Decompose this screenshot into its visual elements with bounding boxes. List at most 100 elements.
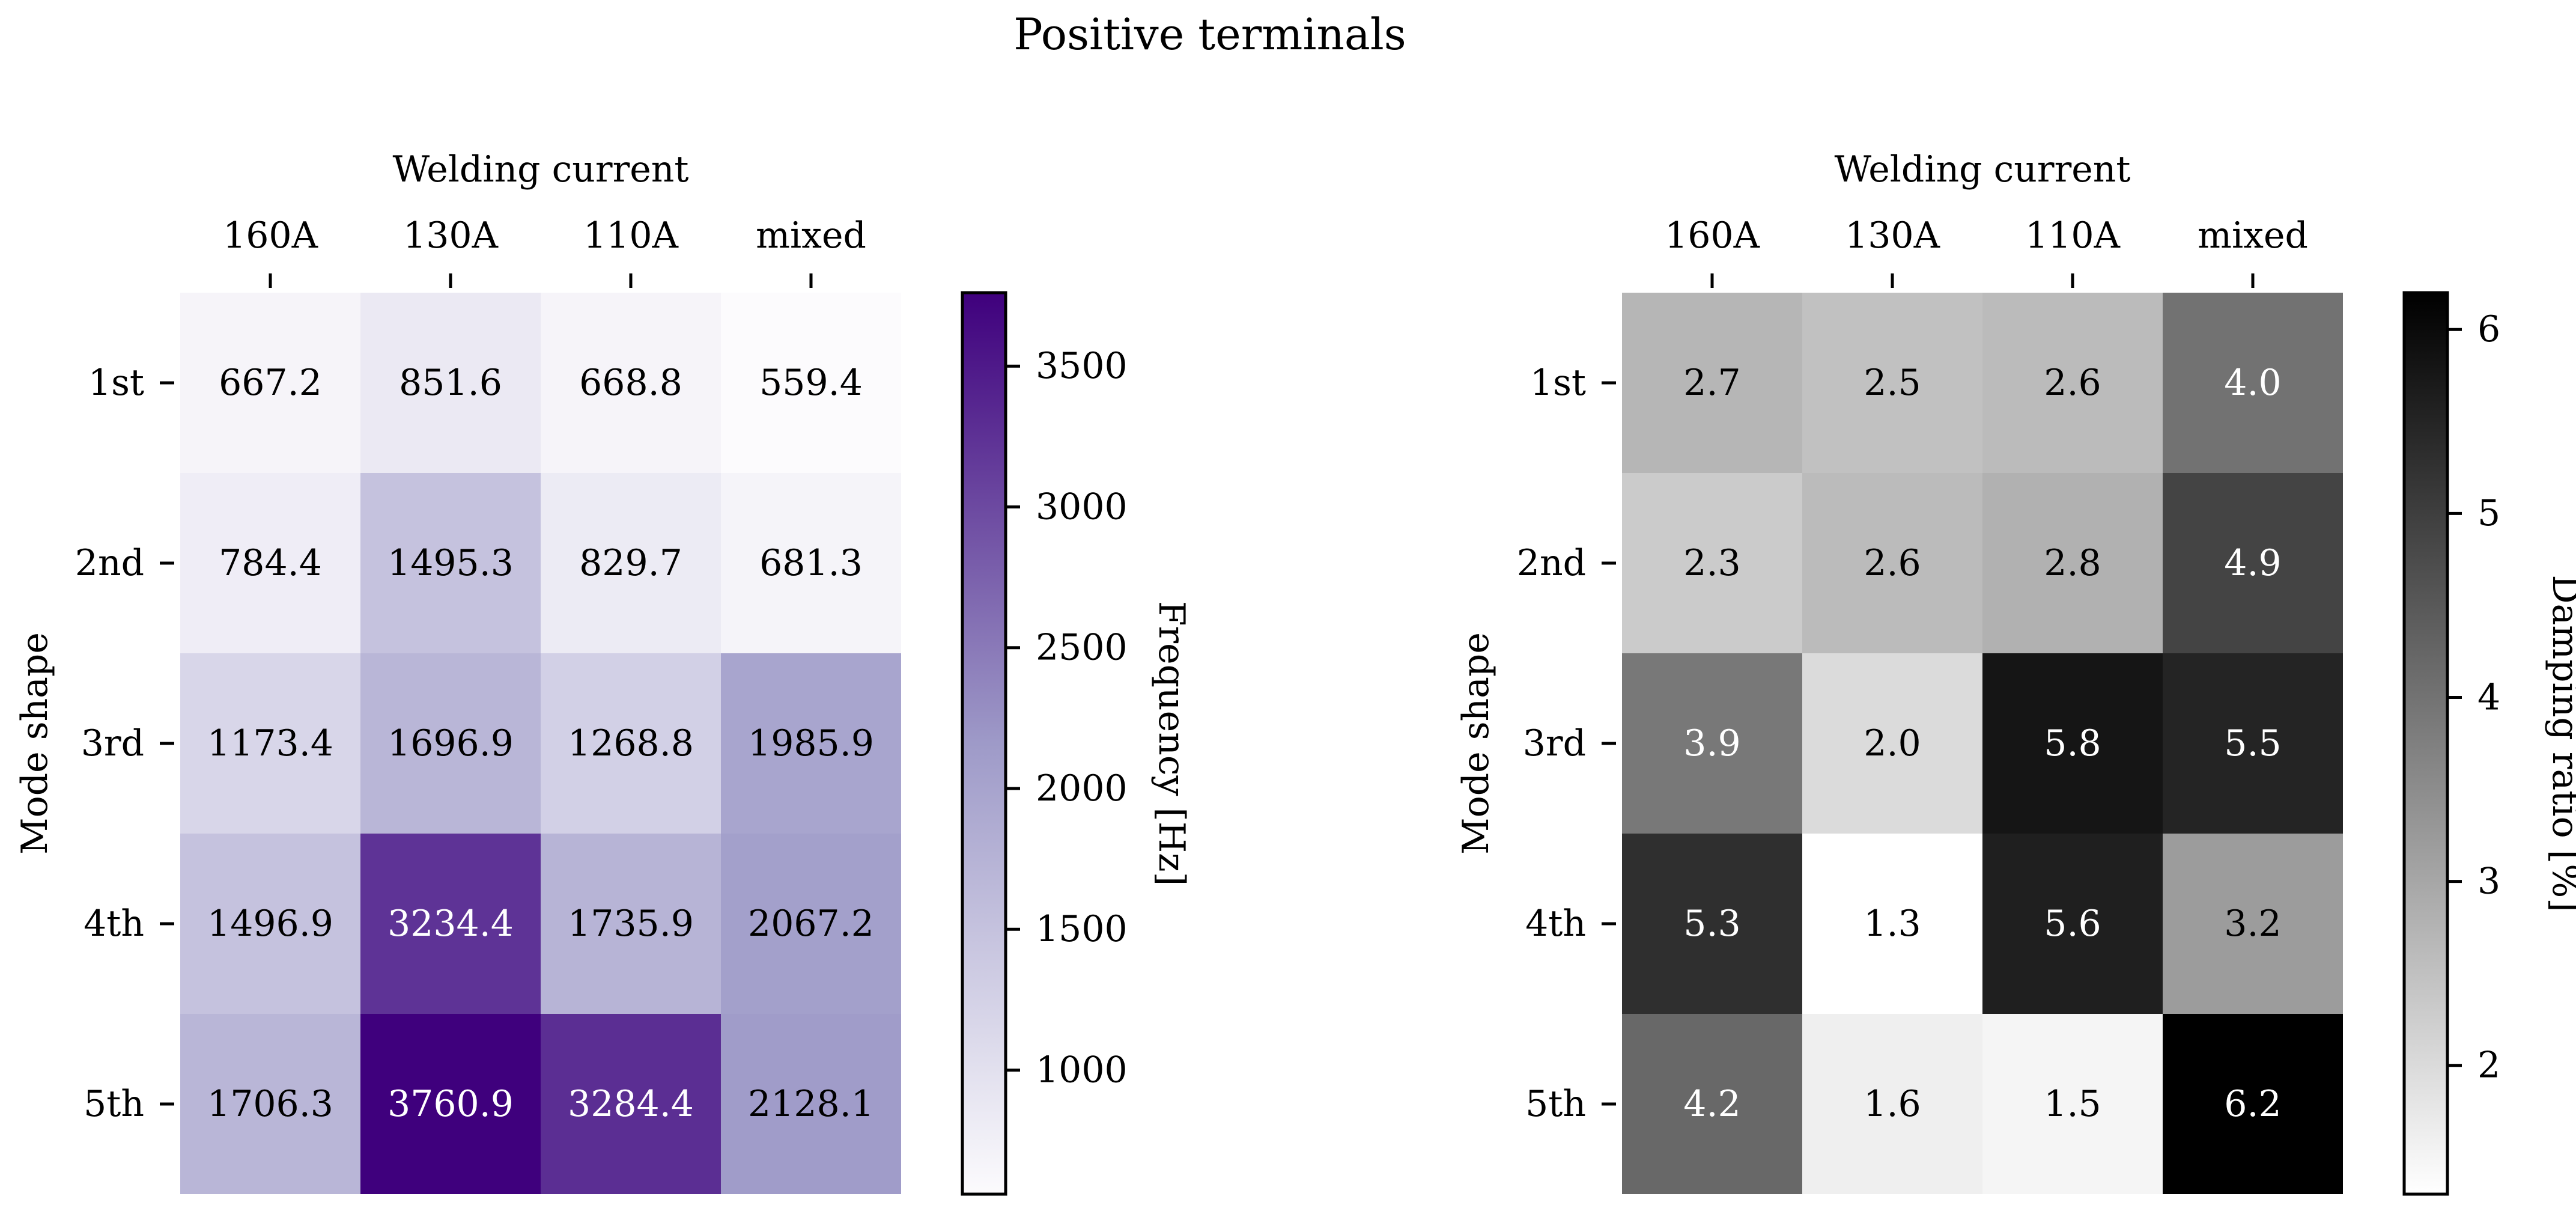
colorbar-tick-label: 5 [2477, 492, 2500, 534]
cell-value-label: 2.8 [2044, 542, 2101, 584]
heatmap-cell [1622, 653, 1802, 834]
cell-value-label: 2067.2 [748, 903, 874, 945]
colorbar [2402, 291, 2449, 1196]
cell-value-label: 1.3 [1864, 903, 1921, 945]
x-tick-label: 160A [1665, 215, 1760, 257]
cell-value-label: 5.8 [2044, 722, 2101, 764]
y-tick-label: 1st [88, 362, 144, 404]
heatmap-cell [541, 473, 721, 653]
heatmap-cell [1622, 293, 1802, 473]
cell-value-label: 5.6 [2044, 903, 2101, 945]
cell-value-label: 1735.9 [568, 903, 694, 945]
heatmap-cell [180, 653, 360, 834]
cell-value-label: 667.2 [219, 362, 322, 404]
heatmap-cell [541, 293, 721, 473]
x-tick-label: mixed [2198, 215, 2308, 257]
heatmap-cell [360, 1014, 541, 1194]
cell-value-label: 5.5 [2224, 722, 2281, 764]
colorbar-tick-label: 2 [2477, 1045, 2500, 1087]
cell-value-label: 6.2 [2224, 1083, 2281, 1125]
heatmap-cell [1802, 1014, 1982, 1194]
y-tick-label: 1st [1530, 362, 1586, 404]
cell-value-label: 5.3 [1683, 903, 1740, 945]
colorbar-tick-label: 6 [2477, 308, 2500, 350]
y-tick-label: 2nd [1517, 542, 1586, 584]
heatmap-cell [721, 834, 901, 1014]
heatmap-cell [2163, 473, 2343, 653]
heatmap-cell [1802, 653, 1982, 834]
x-tick-label: 110A [2025, 215, 2121, 257]
colorbar-tick-label: 2500 [1036, 627, 1128, 669]
cell-value-label: 3.9 [1683, 722, 1740, 764]
cell-value-label: 1495.3 [387, 542, 514, 584]
colorbar-tick-label: 3000 [1036, 486, 1128, 528]
heatmap-cell [360, 293, 541, 473]
heatmap-cell [2163, 834, 2343, 1014]
heatmap-cell [721, 1014, 901, 1194]
colorbar-label: Damping ratio [%] [2544, 575, 2576, 912]
heatmap-cell [1982, 653, 2163, 834]
heatmap-cell [180, 834, 360, 1014]
cell-value-label: 1.5 [2044, 1083, 2101, 1125]
cell-value-label: 851.6 [399, 362, 502, 404]
colorbar [961, 291, 1007, 1196]
y-tick-label: 3rd [81, 722, 144, 764]
x-tick-label: 130A [403, 215, 499, 257]
heatmap-cell [1622, 1014, 1802, 1194]
y-tick-label: 3rd [1523, 722, 1586, 764]
colorbar-tick-label: 4 [2477, 676, 2500, 718]
heatmap-cell [1982, 1014, 2163, 1194]
cell-value-label: 4.9 [2224, 542, 2281, 584]
cell-value-label: 784.4 [219, 542, 322, 584]
cell-value-label: 1496.9 [207, 903, 333, 945]
x-tick-label: 160A [223, 215, 318, 257]
heatmap-cell [1802, 834, 1982, 1014]
cell-value-label: 829.7 [579, 542, 682, 584]
heatmap-cell [541, 653, 721, 834]
cell-value-label: 681.3 [759, 542, 863, 584]
colorbar-tick-label: 1500 [1036, 908, 1128, 950]
x-axis-label: Welding current [392, 148, 688, 191]
heatmap-cell [2163, 653, 2343, 834]
cell-value-label: 2.3 [1683, 542, 1740, 584]
heatmap-cell [2163, 1014, 2343, 1194]
heatmap-cell [1982, 834, 2163, 1014]
cell-value-label: 2.6 [2044, 362, 2101, 404]
cell-value-label: 1985.9 [748, 722, 874, 764]
heatmap-cell [541, 834, 721, 1014]
heatmap-cell [2163, 293, 2343, 473]
heatmap-cell [360, 834, 541, 1014]
heatmap-cell [180, 293, 360, 473]
cell-value-label: 559.4 [759, 362, 863, 404]
heatmap-cell [1802, 473, 1982, 653]
colorbar-tick-label: 1000 [1036, 1049, 1128, 1091]
heatmap-cell [541, 1014, 721, 1194]
cell-value-label: 1696.9 [387, 722, 514, 764]
y-tick-label: 4th [1525, 903, 1586, 945]
cell-value-label: 4.0 [2224, 362, 2281, 404]
cell-value-label: 2128.1 [748, 1083, 874, 1125]
cell-value-label: 2.5 [1864, 362, 1921, 404]
colorbar-tick-label: 3 [2477, 860, 2500, 902]
heatmap-panel-1: 667.2 851.6 668.8 559.4 784.4 1495.3 829.7 681.… [14, 148, 1192, 1196]
cell-value-label: 668.8 [579, 362, 682, 404]
heatmap-cell [1982, 473, 2163, 653]
x-tick-label: mixed [756, 215, 866, 257]
cell-value-label: 3284.4 [568, 1083, 694, 1125]
cell-value-label: 1268.8 [568, 722, 694, 764]
colorbar-tick-label: 2000 [1036, 767, 1128, 810]
y-axis-label: Mode shape [1455, 632, 1497, 855]
heatmap-cell [180, 1014, 360, 1194]
heatmap-cell [1622, 473, 1802, 653]
x-tick-label: 110A [583, 215, 679, 257]
heatmap-cell [721, 653, 901, 834]
cell-value-label: 2.6 [1864, 542, 1921, 584]
heatmap-cell [1982, 293, 2163, 473]
y-tick-label: 4th [84, 903, 144, 945]
heatmap-cell [360, 473, 541, 653]
heatmap-cell [1802, 293, 1982, 473]
x-axis-label: Welding current [1834, 148, 2130, 191]
cell-value-label: 1.6 [1864, 1083, 1921, 1125]
